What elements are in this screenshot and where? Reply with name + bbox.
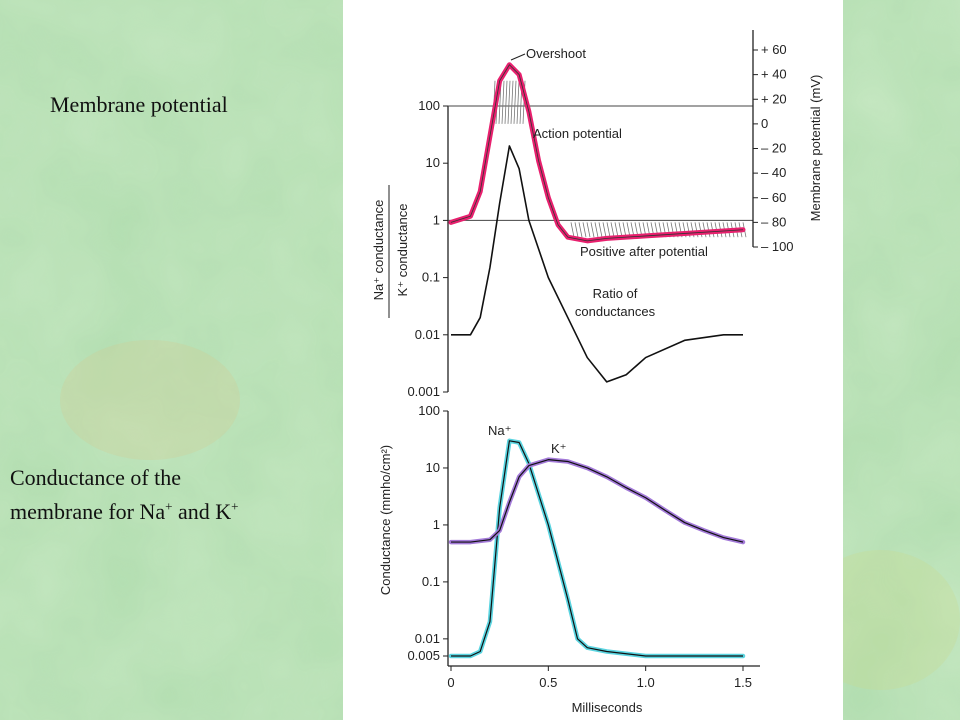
conductance-label-line2: membrane for Na+ and K+ [10,498,239,524]
x-tick-label: 1.0 [637,675,655,690]
action-potential-annotation: Action potential [533,126,622,141]
conductance-label: Conductance of the membrane for Na+ and … [10,461,239,529]
ratio-of-conductances-line [451,145,743,383]
ratio-annotation-line1: Ratio of [593,286,638,301]
k-conductance-inner-line [451,459,744,543]
upper-y-axis-label-numerator: Na⁺ conductance [371,200,386,301]
right-y-tick-label: – 60 [761,190,786,205]
ratio-annotation-line2: conductances [575,304,656,319]
x-axis-label: Milliseconds [572,700,643,715]
upper-y-tick-label: 0.1 [422,270,440,285]
upper-chart: 100 10 1 0.1 0.01 0.001 + 60 + 40 + 20 0 – 20 – 40 –… [371,30,823,399]
right-y-tick-label: + 60 [761,42,787,57]
upper-y-tick-label: 1 [433,212,440,227]
membrane-potential-label: Membrane potential [50,92,228,117]
na-series-label: Na⁺ [488,423,511,438]
upper-y-tick-label: 0.001 [407,384,440,399]
upper-y-tick-label: 0.01 [415,327,440,342]
figure-panel [343,0,843,720]
upper-y-tick-label: 10 [426,155,440,170]
right-y-axis-label: Membrane potential (mV) [808,75,823,222]
lower-y-axis-label: Conductance (mmho/cm²) [378,445,393,595]
x-tick-label: 1.5 [734,675,752,690]
lower-y-tick-label: 1 [433,517,440,532]
x-tick-label: 0 [447,675,454,690]
upper-y-axis-label-denominator: K⁺ conductance [395,204,410,297]
lower-y-tick-label: 0.005 [407,648,440,663]
right-y-tick-label: – 40 [761,165,786,180]
x-tick-label: 0.5 [539,675,557,690]
right-y-tick-label: + 20 [761,91,787,106]
overshoot-pointer [510,53,526,61]
conductance-label-line1: Conductance of the [10,465,182,490]
lower-y-tick-label: 0.01 [415,631,440,646]
hatched-regions [492,80,747,238]
na-conductance-inner-line [451,440,743,657]
positive-after-potential-annotation: Positive after potential [580,244,708,259]
action-potential-inner-line [450,64,744,242]
right-y-tick-label: – 80 [761,214,786,229]
lower-y-tick-label: 0.1 [422,574,440,589]
lower-chart: 100 10 1 0.1 0.01 0.005 0 0.5 1.0 1.5 Milliseconds… [378,403,760,715]
lower-y-tick-label: 10 [426,460,440,475]
overshoot-annotation: Overshoot [526,46,586,61]
right-y-tick-label: + 40 [761,67,787,82]
right-y-tick-label: 0 [761,116,768,131]
right-y-tick-label: – 20 [761,141,786,156]
right-y-tick-label: – 100 [761,239,794,254]
lower-y-tick-label: 100 [418,403,440,418]
upper-y-tick-label: 100 [418,98,440,113]
k-series-label: K⁺ [551,441,567,456]
